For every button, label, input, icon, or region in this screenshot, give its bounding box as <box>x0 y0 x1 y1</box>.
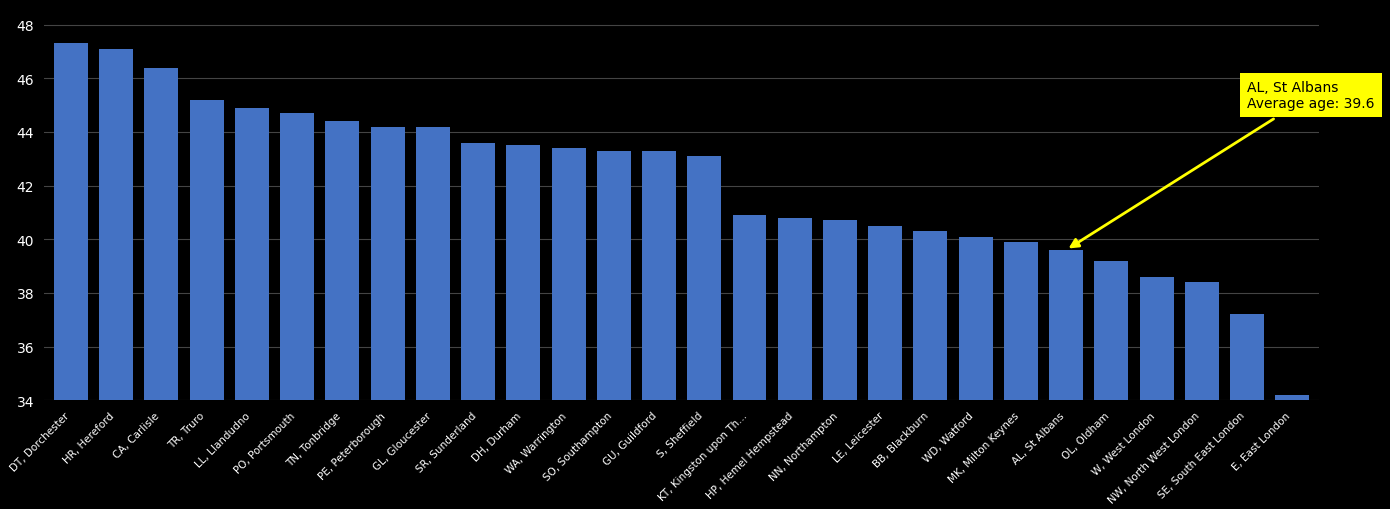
Bar <box>869 227 902 509</box>
Bar <box>778 218 812 509</box>
Bar <box>1276 395 1309 509</box>
Bar <box>642 151 676 509</box>
Bar <box>235 108 268 509</box>
Bar <box>189 101 224 509</box>
Bar <box>687 157 721 509</box>
Bar <box>371 127 404 509</box>
Bar <box>1004 242 1038 509</box>
Bar <box>1094 261 1129 509</box>
Bar <box>596 151 631 509</box>
Bar <box>733 216 766 509</box>
Bar <box>1049 250 1083 509</box>
Bar <box>823 221 856 509</box>
Bar <box>1140 277 1173 509</box>
Bar <box>552 149 585 509</box>
Bar <box>145 68 178 509</box>
Bar <box>461 144 495 509</box>
Bar <box>325 122 360 509</box>
Bar <box>1230 315 1264 509</box>
Bar <box>1184 282 1219 509</box>
Bar <box>959 237 992 509</box>
Bar <box>506 146 541 509</box>
Text: AL, St Albans
Average age: 39.6: AL, St Albans Average age: 39.6 <box>1072 81 1375 247</box>
Bar <box>281 114 314 509</box>
Bar <box>416 127 450 509</box>
Bar <box>54 44 88 509</box>
Bar <box>99 50 133 509</box>
Bar <box>913 232 948 509</box>
